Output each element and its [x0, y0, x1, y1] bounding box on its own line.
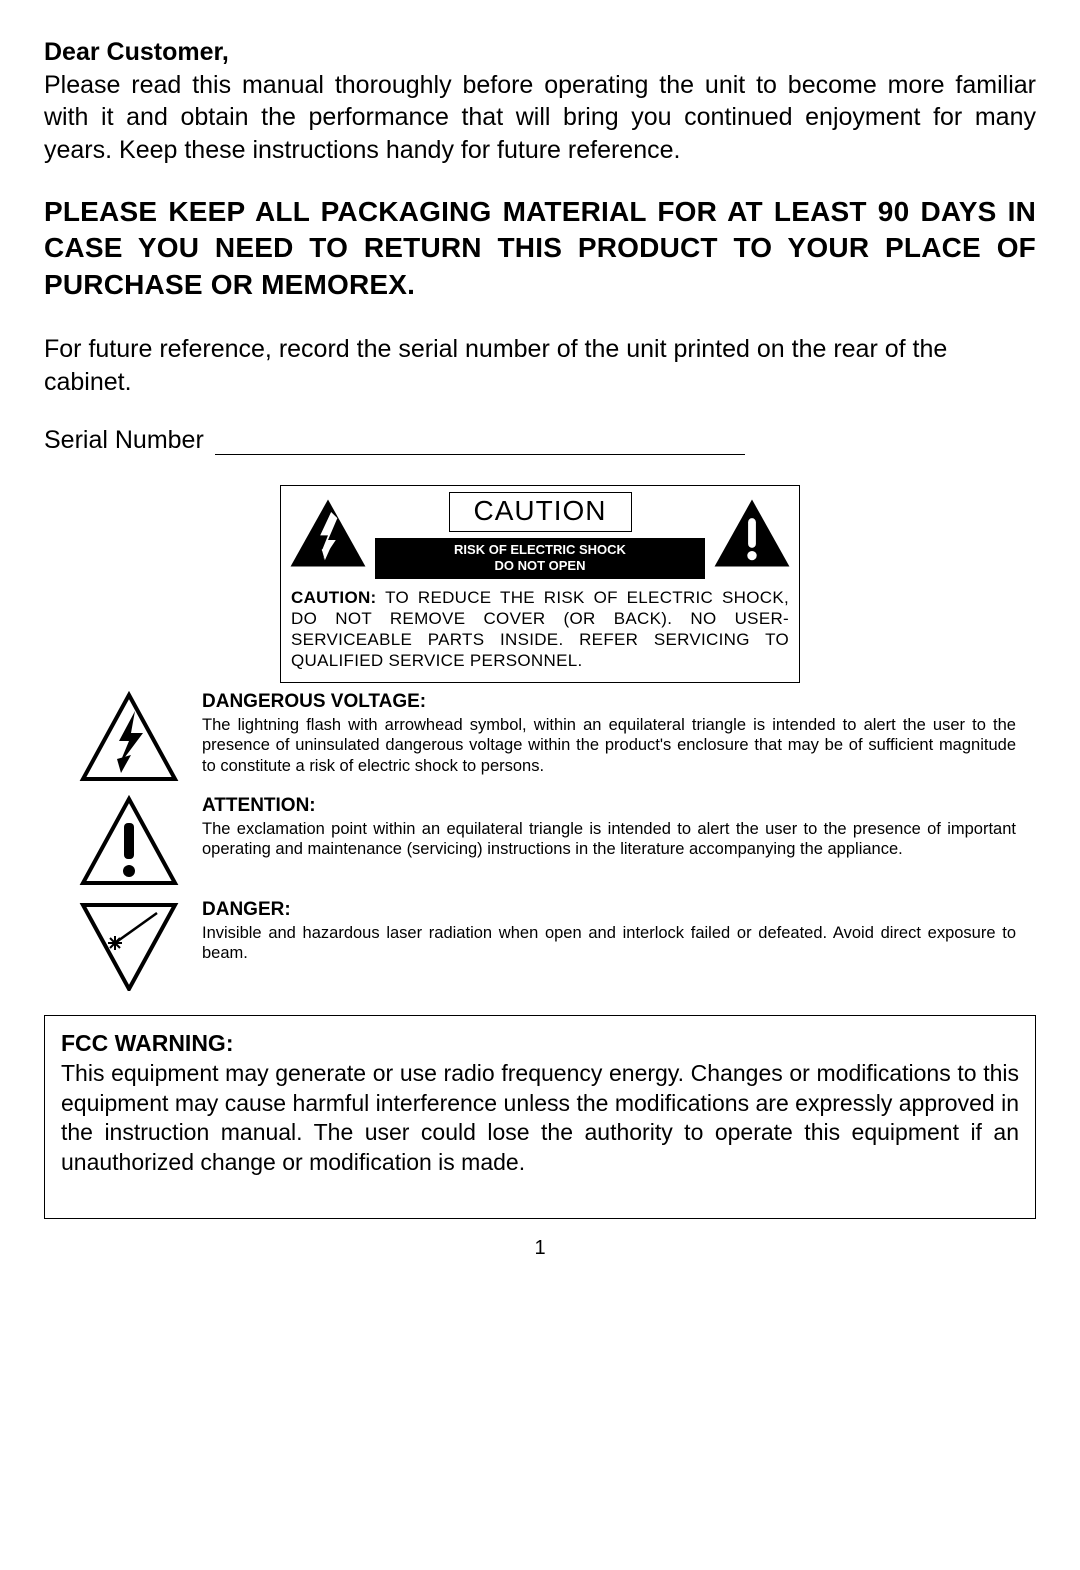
caution-risk-label: RISK OF ELECTRIC SHOCK DO NOT OPEN [375, 538, 705, 579]
caution-top-row: CAUTION RISK OF ELECTRIC SHOCK DO NOT OP… [281, 486, 799, 581]
lightning-filled-icon [289, 497, 367, 574]
caution-body: CAUTION: TO REDUCE THE RISK OF ELECTRIC … [281, 581, 799, 682]
lightning-outline-icon [74, 691, 184, 783]
danger-body: Invisible and hazardous laser radiation … [202, 923, 1016, 964]
serial-number-blank [215, 428, 745, 456]
serial-number-line: Serial Number [44, 426, 1036, 455]
dangerous-voltage-text: DANGEROUS VOLTAGE: The lightning flash w… [202, 691, 1036, 777]
dangerous-voltage-title: DANGEROUS VOLTAGE: [202, 691, 1016, 713]
dangerous-voltage-body: The lightning flash with arrowhead symbo… [202, 715, 1016, 777]
greeting-text: Dear Customer, [44, 38, 229, 66]
intro-text: Please read this manual thoroughly befor… [44, 71, 1036, 164]
attention-row: ATTENTION: The exclamation point within … [74, 795, 1036, 887]
caution-title: CAUTION [449, 492, 632, 532]
attention-title: ATTENTION: [202, 795, 1016, 817]
caution-body-lead: CAUTION: [291, 588, 377, 607]
fcc-warning-box: FCC WARNING: This equipment may generate… [44, 1015, 1036, 1220]
caution-box: CAUTION RISK OF ELECTRIC SHOCK DO NOT OP… [280, 485, 800, 683]
danger-row: DANGER: Invisible and hazardous laser ra… [74, 899, 1036, 991]
risk-line-2: DO NOT OPEN [494, 558, 585, 573]
exclamation-filled-icon [713, 497, 791, 574]
intro-paragraph: Dear Customer, Please read this manual t… [44, 36, 1036, 166]
packaging-notice: PLEASE KEEP ALL PACKAGING MATERIAL FOR A… [44, 194, 1036, 303]
dangerous-voltage-row: DANGEROUS VOLTAGE: The lightning flash w… [74, 691, 1036, 783]
page-number: 1 [44, 1237, 1036, 1260]
exclamation-outline-icon [74, 795, 184, 887]
serial-number-label: Serial Number [44, 426, 204, 454]
danger-title: DANGER: [202, 899, 1016, 921]
danger-text: DANGER: Invisible and hazardous laser ra… [202, 899, 1036, 964]
serial-reference-text: For future reference, record the serial … [44, 333, 1036, 398]
risk-line-1: RISK OF ELECTRIC SHOCK [454, 542, 626, 557]
fcc-warning-title: FCC WARNING: [61, 1030, 1019, 1057]
laser-icon [74, 899, 184, 991]
fcc-warning-body: This equipment may generate or use radio… [61, 1059, 1019, 1179]
caution-center: CAUTION RISK OF ELECTRIC SHOCK DO NOT OP… [375, 492, 705, 579]
attention-body: The exclamation point within an equilate… [202, 819, 1016, 860]
attention-text: ATTENTION: The exclamation point within … [202, 795, 1036, 860]
